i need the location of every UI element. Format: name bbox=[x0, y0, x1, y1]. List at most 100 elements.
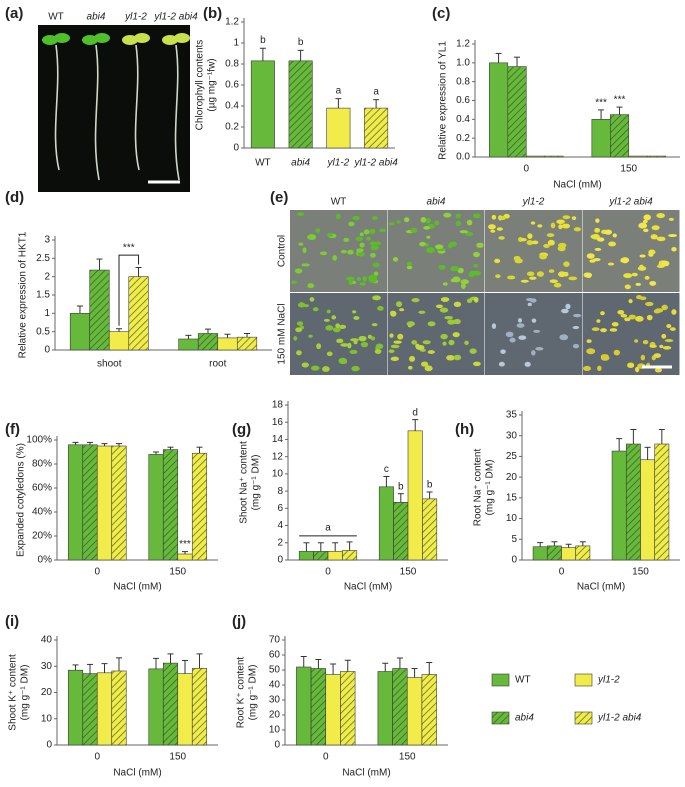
group-letter: a bbox=[325, 523, 331, 534]
seedling bbox=[440, 333, 448, 340]
seedling bbox=[457, 267, 464, 274]
seedling bbox=[517, 318, 523, 323]
panel-label: (d) bbox=[5, 189, 24, 206]
y-tick-label: 0 bbox=[233, 143, 239, 154]
seedling bbox=[296, 321, 304, 326]
bar bbox=[177, 673, 193, 746]
seedling bbox=[326, 351, 333, 357]
significance-letter: a bbox=[336, 85, 342, 96]
x-axis-title: NaCl (mM) bbox=[113, 768, 161, 779]
seedling bbox=[309, 297, 315, 302]
bar bbox=[310, 668, 327, 746]
seedling bbox=[539, 254, 547, 260]
seedling bbox=[347, 249, 354, 255]
photo-column-label: yl1-2 bbox=[124, 12, 147, 23]
seedling bbox=[628, 299, 633, 304]
seedling bbox=[310, 365, 320, 371]
seedling bbox=[635, 282, 642, 286]
y-tick-label: 10 bbox=[506, 513, 518, 524]
seedling bbox=[664, 339, 674, 343]
seedling bbox=[583, 272, 593, 278]
seedling bbox=[537, 224, 543, 228]
seedling bbox=[646, 314, 653, 321]
seedling bbox=[620, 258, 625, 263]
y-tick-label: 0.5 bbox=[36, 326, 50, 337]
x-tick-label: 150 bbox=[632, 567, 649, 578]
bar bbox=[327, 551, 343, 561]
y-tick-label: 40% bbox=[32, 507, 52, 518]
seedling bbox=[494, 258, 501, 264]
y-tick-label: 40 bbox=[269, 680, 281, 691]
seedling bbox=[379, 228, 387, 232]
seedling bbox=[531, 350, 536, 356]
bar bbox=[532, 546, 548, 561]
seedling bbox=[377, 305, 384, 311]
seedling bbox=[624, 317, 631, 322]
seedling bbox=[669, 327, 676, 331]
seedling bbox=[352, 215, 360, 221]
y-tick-label: 0.2 bbox=[456, 133, 470, 144]
y-tick-label: 1.5 bbox=[36, 290, 50, 301]
seedling bbox=[516, 323, 525, 328]
seedling bbox=[671, 246, 677, 252]
panel-label: (b) bbox=[203, 5, 222, 22]
seedling bbox=[648, 249, 656, 255]
seedling bbox=[642, 219, 648, 224]
seedling bbox=[536, 271, 544, 277]
y-tick-label: 8 bbox=[277, 486, 283, 497]
seedling bbox=[367, 334, 372, 339]
y-tick-label: 4 bbox=[277, 520, 283, 531]
seedling bbox=[572, 325, 580, 330]
y-tick-label: 0.8 bbox=[456, 76, 470, 87]
seedling bbox=[357, 251, 365, 257]
seedling bbox=[668, 233, 678, 238]
seedling bbox=[320, 251, 328, 256]
y-tick-label: 0.4 bbox=[225, 101, 239, 112]
seedling bbox=[597, 365, 602, 372]
seedling bbox=[509, 337, 516, 343]
seedling bbox=[505, 331, 514, 338]
y-tick-label: 14 bbox=[272, 434, 284, 445]
seedling bbox=[322, 366, 330, 372]
seedling bbox=[514, 258, 523, 264]
seedling bbox=[558, 271, 566, 278]
bar bbox=[197, 333, 219, 351]
seedling bbox=[450, 266, 458, 270]
panel-label: (c) bbox=[432, 5, 450, 22]
seedling-leaf bbox=[174, 33, 190, 43]
photo-row-label: Control bbox=[277, 235, 288, 267]
seedling bbox=[553, 282, 562, 288]
seedling bbox=[338, 357, 348, 364]
bar bbox=[407, 430, 423, 561]
legend-label: WT bbox=[515, 675, 531, 686]
seedling bbox=[359, 242, 365, 248]
seedling bbox=[390, 310, 397, 317]
bar bbox=[250, 60, 275, 149]
y-tick-label: 1.0 bbox=[456, 57, 470, 68]
y-tick-label: 0.6 bbox=[456, 95, 470, 106]
bar bbox=[69, 313, 91, 351]
y-tick-label: 0.2 bbox=[225, 122, 239, 133]
y-tick-label: 1.2 bbox=[456, 39, 470, 50]
seedling bbox=[628, 314, 636, 320]
bar bbox=[82, 444, 98, 561]
seedling bbox=[624, 284, 631, 290]
seedling bbox=[617, 309, 625, 315]
photo-row-label: 150 mM NaCl bbox=[277, 303, 288, 364]
photo-column-label: yl1-2 abi4 bbox=[608, 197, 653, 208]
seedling bbox=[411, 340, 418, 345]
x-axis-title: NaCl (mM) bbox=[342, 768, 390, 779]
significance-mark: *** bbox=[179, 539, 191, 550]
bar bbox=[236, 336, 258, 351]
seedling bbox=[600, 354, 609, 359]
y-tick-label: 2 bbox=[44, 271, 50, 282]
seedling bbox=[594, 247, 602, 251]
y-axis-title: (mg g⁻¹ DM) bbox=[20, 665, 31, 721]
seedling bbox=[323, 318, 330, 322]
x-tick-label: shoot bbox=[97, 359, 122, 370]
seedling bbox=[600, 328, 607, 333]
y-tick-label: 0 bbox=[274, 740, 280, 751]
seedling bbox=[526, 271, 535, 277]
x-tick-label: 0 bbox=[325, 567, 331, 578]
seedling bbox=[399, 308, 405, 312]
